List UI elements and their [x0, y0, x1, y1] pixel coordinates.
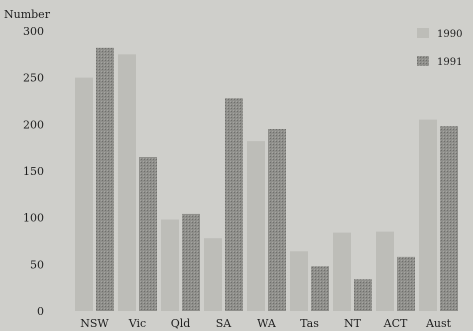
legend-label: 1991	[437, 57, 462, 68]
x-tick-label: Tas	[300, 317, 319, 330]
x-tick-label: Aust	[425, 317, 452, 330]
y-tick-label: 100	[23, 212, 44, 225]
bar-1990-Aust	[419, 119, 437, 312]
x-axis-ticks: NSW Vic Qld SA WA Tas NT ACT Aust	[80, 317, 451, 330]
legend-swatch-1990	[417, 28, 429, 38]
y-tick-label: 150	[23, 165, 44, 178]
bar-1990-Qld	[161, 219, 179, 311]
x-tick-label: NSW	[80, 317, 109, 330]
bar-1990-WA	[247, 141, 265, 311]
y-tick-label: 0	[37, 305, 44, 318]
bar-1990-SA	[204, 238, 222, 311]
x-tick-label: NT	[344, 317, 362, 330]
bar-1991-ACT	[397, 256, 415, 311]
legend: 1990 1991	[417, 28, 462, 68]
bar-1991-Aust	[440, 126, 458, 311]
bar-1991-Vic	[139, 157, 157, 311]
x-tick-label: SA	[216, 317, 233, 330]
y-axis-title: Number	[4, 8, 51, 21]
x-tick-label: Vic	[128, 317, 146, 330]
bar-1991-NSW	[96, 47, 114, 312]
y-tick-label: 200	[23, 118, 44, 131]
x-tick-label: Qld	[171, 317, 191, 330]
bar-1991-WA	[268, 129, 286, 311]
bar-1990-ACT	[376, 231, 394, 311]
bar-1991-Tas	[311, 266, 329, 311]
bar-1991-NT	[354, 279, 372, 311]
y-tick-label: 250	[23, 72, 44, 85]
bars	[75, 47, 458, 312]
bar-1990-Vic	[118, 54, 136, 311]
bar-1991-SA	[225, 98, 243, 311]
bar-1990-Tas	[290, 251, 308, 311]
bar-1991-Qld	[182, 213, 200, 311]
y-tick-label: 300	[23, 25, 44, 38]
bar-1990-NT	[333, 232, 351, 311]
legend-swatch-1991	[417, 56, 429, 66]
legend-label: 1990	[437, 29, 462, 40]
x-tick-label: ACT	[383, 317, 408, 330]
y-axis-ticks: 0 50 100 150 200 250 300	[23, 25, 44, 318]
y-tick-label: 50	[30, 258, 44, 271]
x-tick-label: WA	[257, 317, 277, 330]
bar-1990-NSW	[75, 77, 93, 312]
